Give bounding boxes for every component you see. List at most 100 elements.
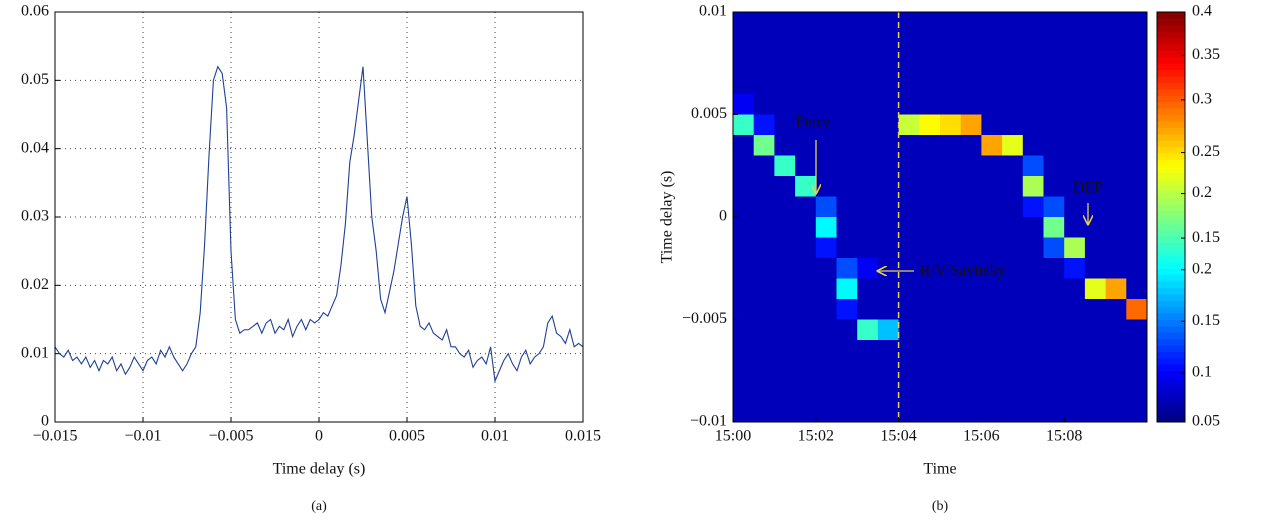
- colorbar-tick-label: 0.05: [1192, 413, 1220, 430]
- heatmap-cell: [753, 73, 775, 95]
- heatmap-cell: [857, 360, 879, 382]
- heatmap-cell: [733, 12, 755, 33]
- colorbar-swatch: [1157, 409, 1185, 417]
- heatmap-cell: [1022, 12, 1044, 33]
- colorbar-swatch: [1157, 108, 1185, 115]
- heatmap-cell: [919, 53, 941, 74]
- colorbar-swatch: [1157, 287, 1185, 295]
- heatmap-cell: [898, 237, 920, 259]
- heatmap-cell: [733, 217, 755, 238]
- heatmap-cell: [940, 114, 962, 136]
- heatmap-cell: [1002, 217, 1024, 238]
- heatmap-cell: [1105, 73, 1127, 95]
- heatmap-cell: [1064, 258, 1086, 279]
- heatmap-cell: [960, 258, 982, 279]
- heatmap-cell: [1126, 401, 1148, 423]
- colorbar-swatch: [1157, 88, 1185, 96]
- heatmap-cell: [836, 340, 858, 361]
- heatmap-cell: [960, 340, 982, 361]
- heatmap-cell: [1022, 278, 1044, 300]
- heatmap-cell: [940, 299, 962, 320]
- heatmap-cell: [815, 401, 837, 423]
- heatmap-cell: [1064, 196, 1086, 218]
- colorbar-swatch: [1157, 261, 1185, 269]
- colorbar-swatch: [1157, 223, 1185, 231]
- heatmap-cell: [815, 53, 837, 74]
- heatmap-cell: [1126, 360, 1148, 382]
- heatmap-cell: [1126, 135, 1148, 156]
- heatmap-cell: [981, 114, 1003, 136]
- heatmap-cell: [1002, 278, 1024, 300]
- colorbar-swatch: [1157, 396, 1185, 404]
- heatmap-cell: [1002, 340, 1024, 361]
- x-axis-label: Time: [923, 461, 956, 478]
- colorbar-swatch: [1157, 370, 1185, 378]
- heatmap-cell: [919, 176, 941, 197]
- heatmap-cell: [857, 401, 879, 423]
- heatmap-cell: [1084, 73, 1107, 95]
- heatmap-cell: [815, 381, 837, 402]
- heatmap-cell: [1022, 196, 1044, 218]
- heatmap-cell: [877, 32, 900, 54]
- heatmap-cell: [1084, 237, 1107, 259]
- heatmap-cell: [960, 401, 982, 423]
- heatmap-cell: [753, 381, 775, 402]
- heatmap-cell: [1043, 381, 1065, 402]
- heatmap-cell: [774, 176, 796, 197]
- heatmap-cell: [877, 12, 900, 33]
- heatmap-cell: [877, 381, 900, 402]
- heatmap-cell: [919, 258, 941, 279]
- heatmap-cell: [753, 258, 775, 279]
- heatmap-cell: [1002, 32, 1024, 54]
- heatmap-cell: [960, 237, 982, 259]
- heatmap-cell: [898, 155, 920, 177]
- heatmap-cell: [836, 196, 858, 218]
- heatmap-cell: [919, 196, 941, 218]
- colorbar-swatch: [1157, 63, 1185, 71]
- heatmap-cell: [1105, 340, 1127, 361]
- heatmap-cell: [774, 135, 796, 156]
- heatmap-cell: [774, 381, 796, 402]
- heatmap-cell: [836, 401, 858, 423]
- heatmap-cell: [774, 73, 796, 95]
- heatmap-cell: [981, 258, 1003, 279]
- heatmap-cell: [1064, 135, 1086, 156]
- x-tick-label: 15:08: [1046, 428, 1082, 445]
- heatmap-cell: [1064, 32, 1086, 54]
- heatmap-cell: [836, 176, 858, 197]
- heatmap-cell: [1002, 237, 1024, 259]
- heatmap-cell: [1126, 53, 1148, 74]
- heatmap-cell: [815, 258, 837, 279]
- heatmap-cell: [960, 135, 982, 156]
- heatmap-cell: [857, 196, 879, 218]
- heatmap-cell: [815, 32, 837, 54]
- heatmap-cell: [960, 381, 982, 402]
- y-tick-label: 0.01: [699, 3, 727, 20]
- heatmap-cell: [815, 319, 837, 341]
- heatmap-cell: [753, 12, 775, 33]
- heatmap-cell: [753, 237, 775, 259]
- heatmap-cell: [981, 278, 1003, 300]
- x-tick-label: 15:02: [798, 428, 834, 445]
- heatmap-cell: [877, 155, 900, 177]
- heatmap-cell: [857, 278, 879, 300]
- colorbar-tick-label: 0.2: [1192, 184, 1212, 201]
- y-tick-label: 0: [41, 413, 49, 430]
- heatmap-cell: [1084, 258, 1107, 279]
- colorbar-swatch: [1157, 300, 1185, 308]
- heatmap-cell: [960, 176, 982, 197]
- colorbar-swatch: [1157, 178, 1185, 186]
- colorbar-swatch: [1157, 402, 1185, 410]
- colorbar-swatch: [1157, 204, 1185, 212]
- heatmap-cell: [815, 12, 837, 33]
- heatmap-cell: [1043, 237, 1065, 259]
- colorbar-tick-label: 0.4: [1192, 3, 1212, 20]
- heatmap-cell: [877, 319, 900, 341]
- heatmap-cell: [960, 94, 982, 115]
- colorbar-swatch: [1157, 146, 1185, 154]
- heatmap-cell: [795, 12, 817, 33]
- heatmap-cell: [960, 278, 982, 300]
- heatmap-cell: [1043, 114, 1065, 136]
- heatmap-cell: [1105, 196, 1127, 218]
- colorbar-swatch: [1157, 159, 1185, 167]
